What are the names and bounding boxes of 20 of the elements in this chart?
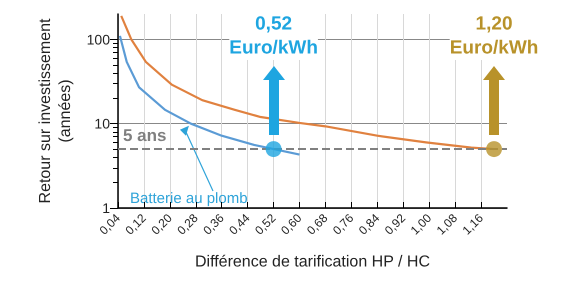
x-tick-label: 0,84 [356,210,383,238]
x-tick-label: 0,44 [226,210,253,238]
x-tick-label: 0,60 [278,210,305,238]
x-tick-label: 0,92 [382,210,408,238]
y-tick-label: 10 [94,116,110,132]
x-axis-title: Différence de tarification HP / HC [194,254,430,270]
x-tick-label: 0,12 [122,210,150,238]
y-axis-title: Retour sur investissement (années) [37,18,74,204]
text: Batterie au plomb [130,190,248,207]
annotation: 0,52 Euro/kWh [229,14,318,58]
y-tick-label: 1 [102,200,110,216]
x-tick-label: 0,68 [304,210,331,238]
x-tick-label: 0,28 [174,210,201,238]
x-tick-label: 0,76 [330,210,357,238]
y-tick-label: 100 [86,31,110,48]
annotation: 1,20 Euro/kWh [450,14,538,58]
x-tick-label: 0,52 [252,210,279,238]
x-tick-label: 0,36 [200,210,227,238]
x-tick-label: 0,20 [148,210,176,238]
ref-line-label: 5 ans [123,126,166,146]
